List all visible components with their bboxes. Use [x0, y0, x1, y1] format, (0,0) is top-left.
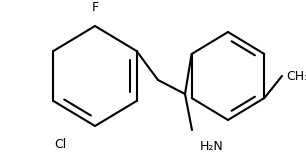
Text: F: F [91, 1, 99, 14]
Text: CH₃: CH₃ [286, 70, 306, 82]
Text: Cl: Cl [54, 138, 66, 151]
Text: H₂N: H₂N [200, 140, 224, 153]
